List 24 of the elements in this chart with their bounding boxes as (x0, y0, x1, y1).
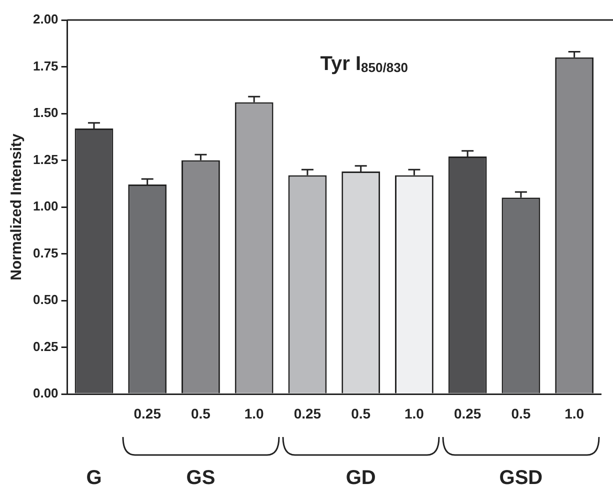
y-tick-label: 2.00 (32, 12, 58, 27)
x-tick-label: 0.25 (134, 405, 162, 422)
x-tick-label: 0.25 (454, 405, 482, 422)
y-tick-label: 0.50 (32, 292, 58, 308)
x-tick-label: 0.5 (351, 405, 371, 422)
y-tick-label: 1.50 (32, 105, 58, 120)
x-tick-label: 0.5 (190, 405, 211, 422)
x-tick-label: 1.0 (244, 405, 264, 422)
text: GS (186, 467, 216, 489)
x-tick-label: 1.0 (564, 405, 584, 422)
x-tick-label: 0.5 (511, 405, 531, 422)
text: Tyr I850/830 (320, 53, 408, 75)
text: GSD (499, 467, 543, 489)
y-tick-label: 0.25 (32, 338, 58, 354)
text: G (86, 467, 102, 489)
y-axis-title: Normalized Intensity (8, 132, 26, 280)
y-tick-label: 1.00 (32, 198, 58, 214)
x-tick-label: 0.25 (294, 405, 322, 422)
y-tick-label: 1.25 (32, 152, 58, 167)
y-tick-label: 0.75 (32, 245, 58, 260)
text: GD (346, 467, 376, 489)
x-tick-label: 1.0 (404, 405, 424, 422)
y-tick-label: 1.75 (32, 58, 58, 74)
y-tick-label: 0.00 (32, 386, 58, 401)
